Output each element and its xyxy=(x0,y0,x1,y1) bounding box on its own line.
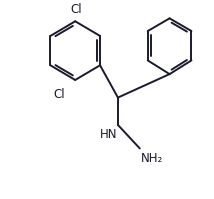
Text: Cl: Cl xyxy=(54,88,65,101)
Text: Cl: Cl xyxy=(70,3,82,16)
Text: HN: HN xyxy=(100,128,117,141)
Text: NH₂: NH₂ xyxy=(141,152,163,165)
